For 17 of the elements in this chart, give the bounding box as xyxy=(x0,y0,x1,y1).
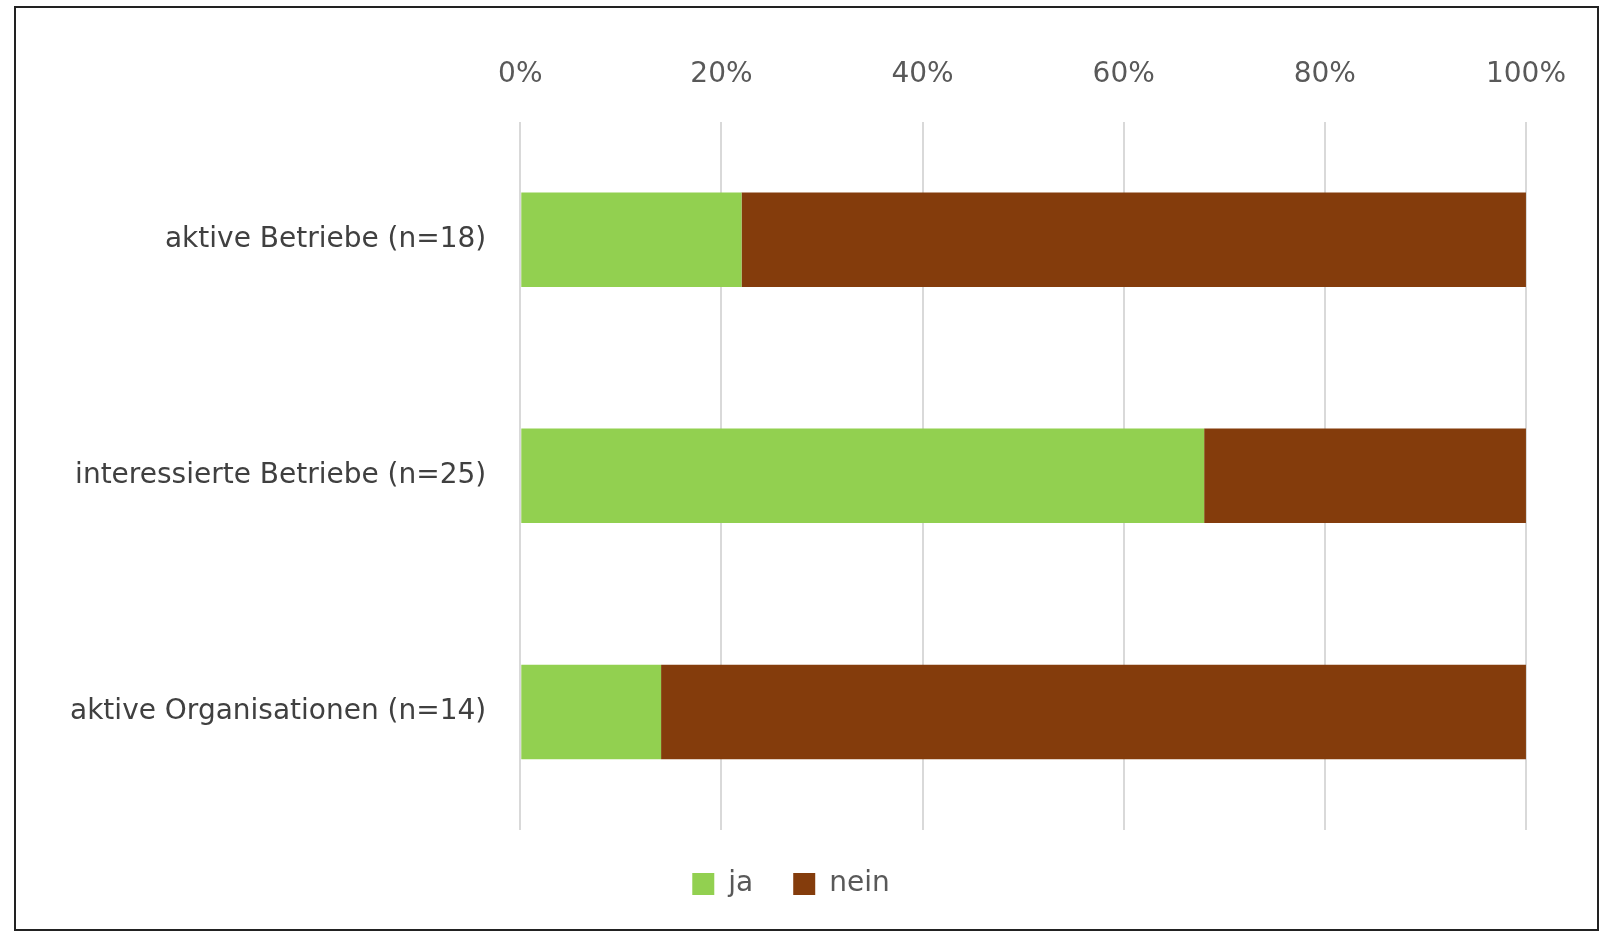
bar xyxy=(521,664,662,760)
bar xyxy=(661,664,1526,760)
x-tick-label: 80% xyxy=(1293,56,1356,90)
x-tick-label: 60% xyxy=(1092,56,1155,90)
bar xyxy=(521,428,1205,524)
y-tick-label: aktive Betriebe (n=18) xyxy=(164,220,487,254)
legend-label: ja xyxy=(727,865,754,899)
y-tick-label: interessierte Betriebe (n=25) xyxy=(75,457,487,491)
x-tick-label: 0% xyxy=(498,56,543,90)
x-tick-label: 100% xyxy=(1485,56,1567,90)
legend-label: nein xyxy=(829,865,890,899)
bar xyxy=(521,192,742,287)
bar xyxy=(1204,428,1526,524)
y-tick-label: aktive Organisationen (n=14) xyxy=(70,693,487,727)
x-tick-label: 40% xyxy=(891,56,954,90)
bar xyxy=(741,192,1526,287)
x-tick-label: 20% xyxy=(690,56,753,90)
